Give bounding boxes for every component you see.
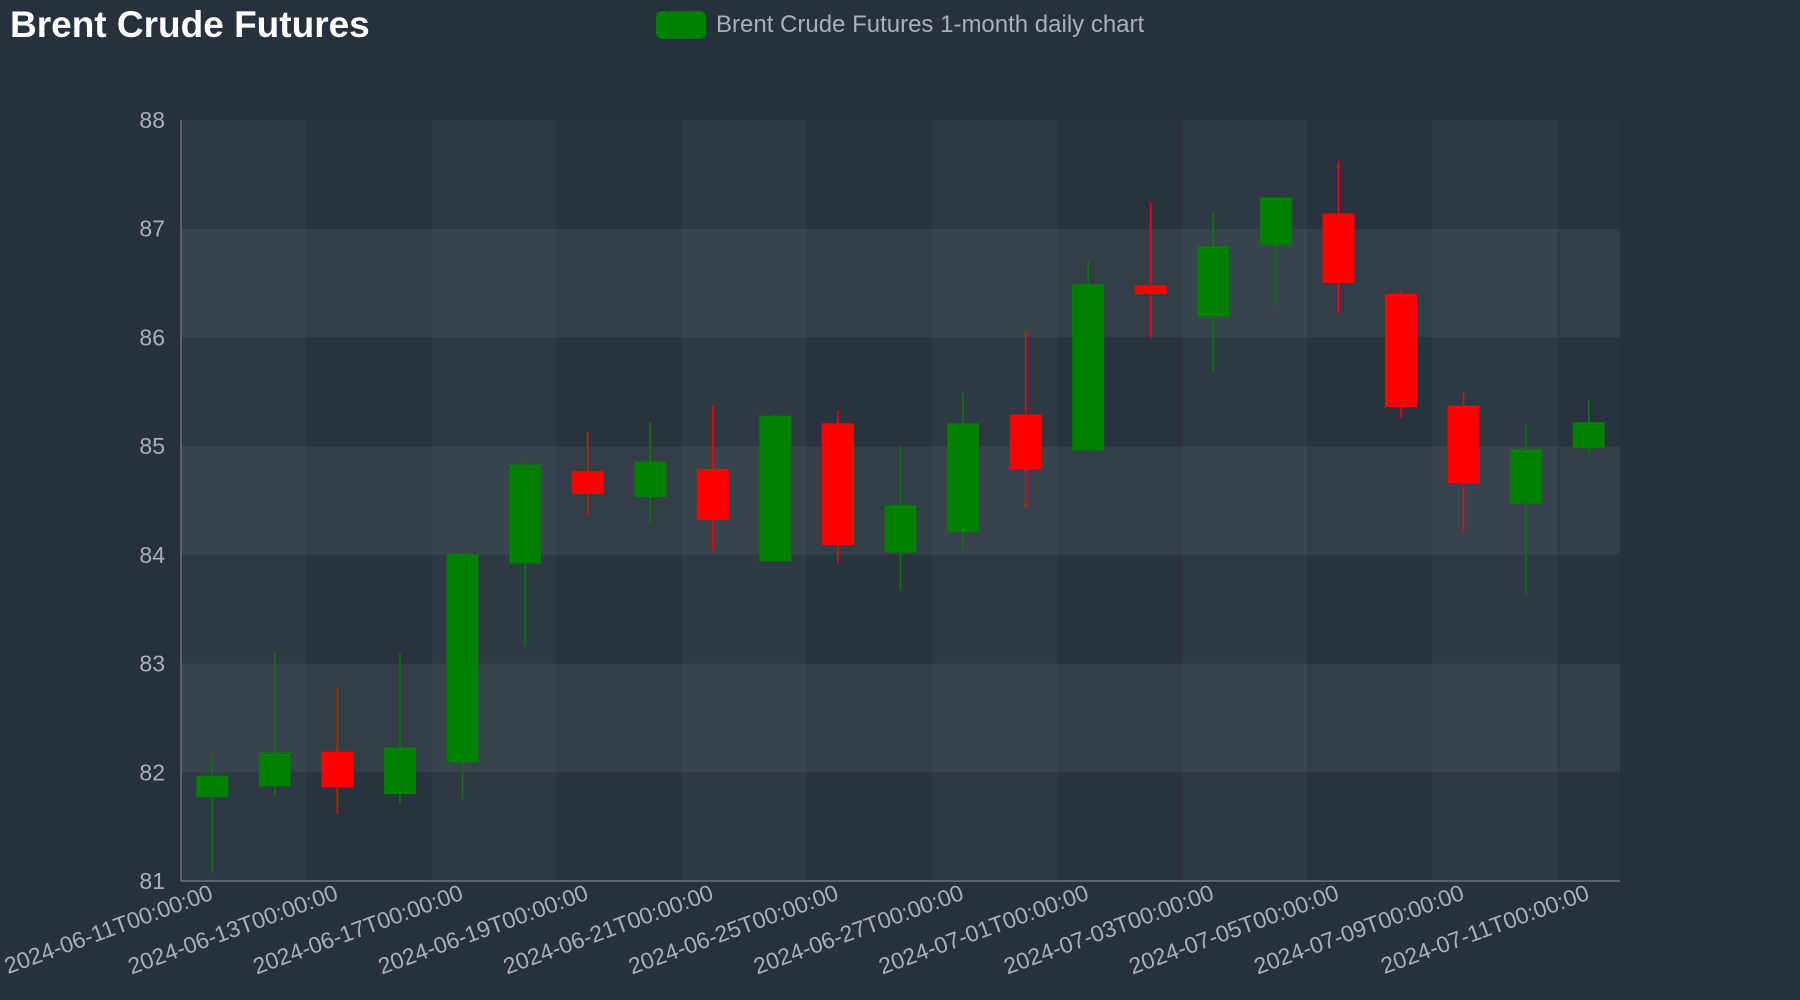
y-band [181, 663, 1620, 773]
y-tick-label: 86 [139, 324, 165, 350]
y-tick-label: 81 [139, 868, 165, 894]
legend-label: Brent Crude Futures 1-month daily chart [716, 11, 1145, 38]
x-tick-label: 2024-06-11T00:00:00 [1, 879, 216, 979]
legend[interactable]: Brent Crude Futures 1-month daily chart [656, 10, 1144, 40]
candle[interactable] [446, 553, 479, 800]
candle[interactable] [759, 414, 792, 562]
y-tick-label: 87 [139, 216, 165, 242]
candle-body [1510, 449, 1543, 504]
candle-body [383, 747, 416, 795]
candle-body [1572, 422, 1605, 449]
x-band [556, 120, 681, 881]
x-band [1557, 120, 1620, 881]
candle[interactable] [509, 460, 542, 647]
candle[interactable] [1072, 260, 1105, 453]
candles [196, 161, 1605, 873]
y-tick-label: 84 [139, 542, 165, 568]
candle[interactable] [634, 422, 667, 523]
candle[interactable] [258, 651, 291, 796]
candle[interactable] [1259, 197, 1292, 306]
candle-body [446, 553, 479, 763]
y-tick-label: 88 [139, 107, 165, 133]
x-tick-label: 2024-07-05T00:00:00 [1125, 879, 1342, 979]
x-tick-label: 2024-06-25T00:00:00 [625, 879, 842, 979]
candle[interactable] [1447, 392, 1480, 533]
candle-body [1385, 293, 1418, 408]
y-tick-label: 85 [139, 433, 165, 459]
y-band [181, 120, 1620, 229]
x-tick-label: 2024-06-27T00:00:00 [750, 879, 967, 979]
chart-title: Brent Crude Futures [10, 4, 370, 45]
candle-body [258, 752, 291, 787]
plot-bands [181, 120, 1620, 881]
x-axis-ticks: 2024-06-11T00:00:002024-06-13T00:00:0020… [1, 879, 1593, 979]
candle[interactable] [196, 754, 229, 873]
candle[interactable] [821, 410, 854, 564]
x-tick-label: 2024-07-03T00:00:00 [1000, 879, 1217, 979]
x-tick-label: 2024-06-17T00:00:00 [249, 879, 466, 979]
y-band [181, 337, 1620, 447]
x-tick-label: 2024-07-11T00:00:00 [1377, 879, 1592, 979]
candle-body [1322, 213, 1355, 284]
candle-body [821, 423, 854, 546]
candle[interactable] [947, 392, 980, 550]
candle[interactable] [1572, 400, 1605, 454]
candle-body [1072, 284, 1105, 451]
x-tick-label: 2024-06-13T00:00:00 [124, 879, 341, 979]
candle[interactable] [1134, 202, 1167, 339]
candle-body [509, 464, 542, 564]
candle-body [696, 468, 729, 521]
candle[interactable] [1510, 424, 1543, 594]
y-band [181, 228, 1620, 338]
candle[interactable] [571, 432, 604, 516]
y-band [181, 772, 1620, 881]
candle[interactable] [1385, 290, 1418, 418]
candle-body [759, 415, 792, 562]
x-band [1057, 120, 1182, 881]
x-tick-label: 2024-06-19T00:00:00 [375, 879, 592, 979]
x-tick-label: 2024-07-09T00:00:00 [1251, 879, 1468, 979]
candle-body [947, 423, 980, 533]
axes [180, 120, 1620, 882]
candle-body [196, 775, 229, 798]
legend-swatch [656, 11, 706, 39]
candle[interactable] [1197, 211, 1230, 372]
y-tick-label: 83 [139, 651, 165, 677]
y-axis-ticks: 81 82 83 84 85 86 87 88 [139, 107, 165, 894]
candle-body [321, 751, 354, 788]
candle[interactable] [696, 405, 729, 551]
candle[interactable] [1009, 330, 1042, 509]
candle-body [1009, 414, 1042, 469]
candle-body [571, 471, 604, 494]
candle[interactable] [383, 653, 416, 804]
candle-body [1197, 246, 1230, 317]
x-tick-label: 2024-06-21T00:00:00 [500, 879, 717, 979]
candle-body [884, 504, 917, 553]
candle[interactable] [321, 687, 354, 814]
candle-body [1134, 285, 1167, 294]
candle-body [1447, 405, 1480, 484]
candle[interactable] [1322, 161, 1355, 314]
x-tick-label: 2024-07-01T00:00:00 [875, 879, 1092, 979]
candle-body [1259, 197, 1292, 246]
candle-body [634, 461, 667, 498]
y-tick-label: 82 [139, 759, 165, 785]
candle[interactable] [884, 446, 917, 591]
